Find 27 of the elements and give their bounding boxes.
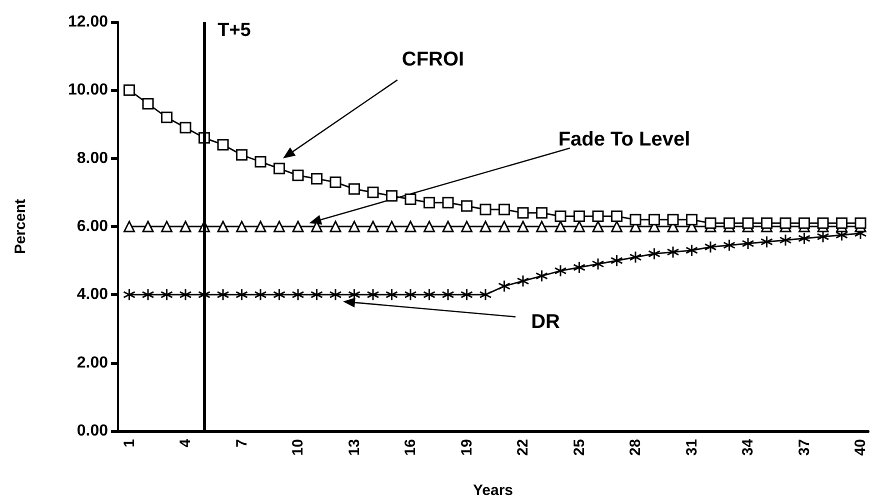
x-tick-label: 19: [458, 439, 476, 456]
y-tick-label: 10.00: [68, 82, 108, 99]
y-tick-label: 4.00: [76, 286, 108, 304]
ref-line-label: T+5: [218, 20, 252, 41]
x-tick-label: 37: [796, 439, 813, 456]
series-label: DR: [531, 310, 560, 333]
y-tick-label: 0.00: [76, 422, 108, 440]
x-tick-label: 25: [570, 439, 588, 456]
x-tick-label: 7: [233, 439, 250, 448]
text: Fade To Level: [558, 128, 690, 151]
y-tick-label: 8.00: [76, 150, 108, 167]
x-tick-label: 1: [120, 439, 138, 448]
y-axis-title: Percent: [12, 198, 29, 254]
x-tick-label: 4: [177, 438, 194, 448]
x-tick-label: 40: [852, 439, 869, 456]
x-tick-label: 34: [740, 438, 756, 456]
y-tick-label: 2.00: [76, 354, 108, 372]
x-axis-title: Years: [472, 482, 514, 499]
y-tick-label: 12.00: [68, 14, 108, 30]
y-tick-label: 6.00: [76, 218, 108, 235]
x-tick-label: 22: [514, 439, 532, 456]
x-tick-label: 16: [402, 439, 419, 456]
x-tick-label: 13: [346, 439, 363, 456]
x-tick-label: 28: [627, 439, 644, 456]
x-tick-label: 31: [683, 439, 700, 456]
text: CFROI: [402, 48, 464, 70]
x-tick-label: 10: [290, 439, 306, 456]
